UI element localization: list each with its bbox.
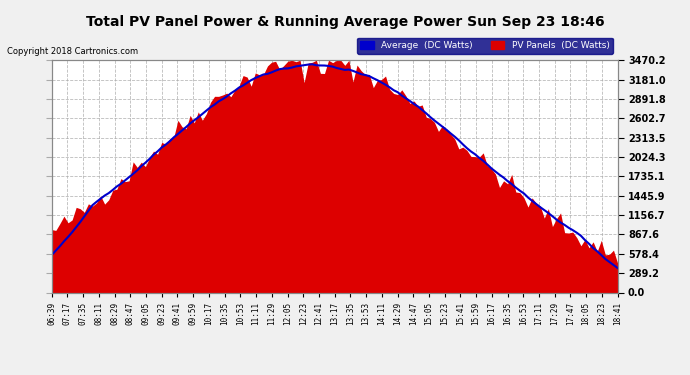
Text: Copyright 2018 Cartronics.com: Copyright 2018 Cartronics.com (7, 47, 138, 56)
Legend: Average  (DC Watts), PV Panels  (DC Watts): Average (DC Watts), PV Panels (DC Watts) (357, 38, 613, 54)
Text: Total PV Panel Power & Running Average Power Sun Sep 23 18:46: Total PV Panel Power & Running Average P… (86, 15, 604, 29)
